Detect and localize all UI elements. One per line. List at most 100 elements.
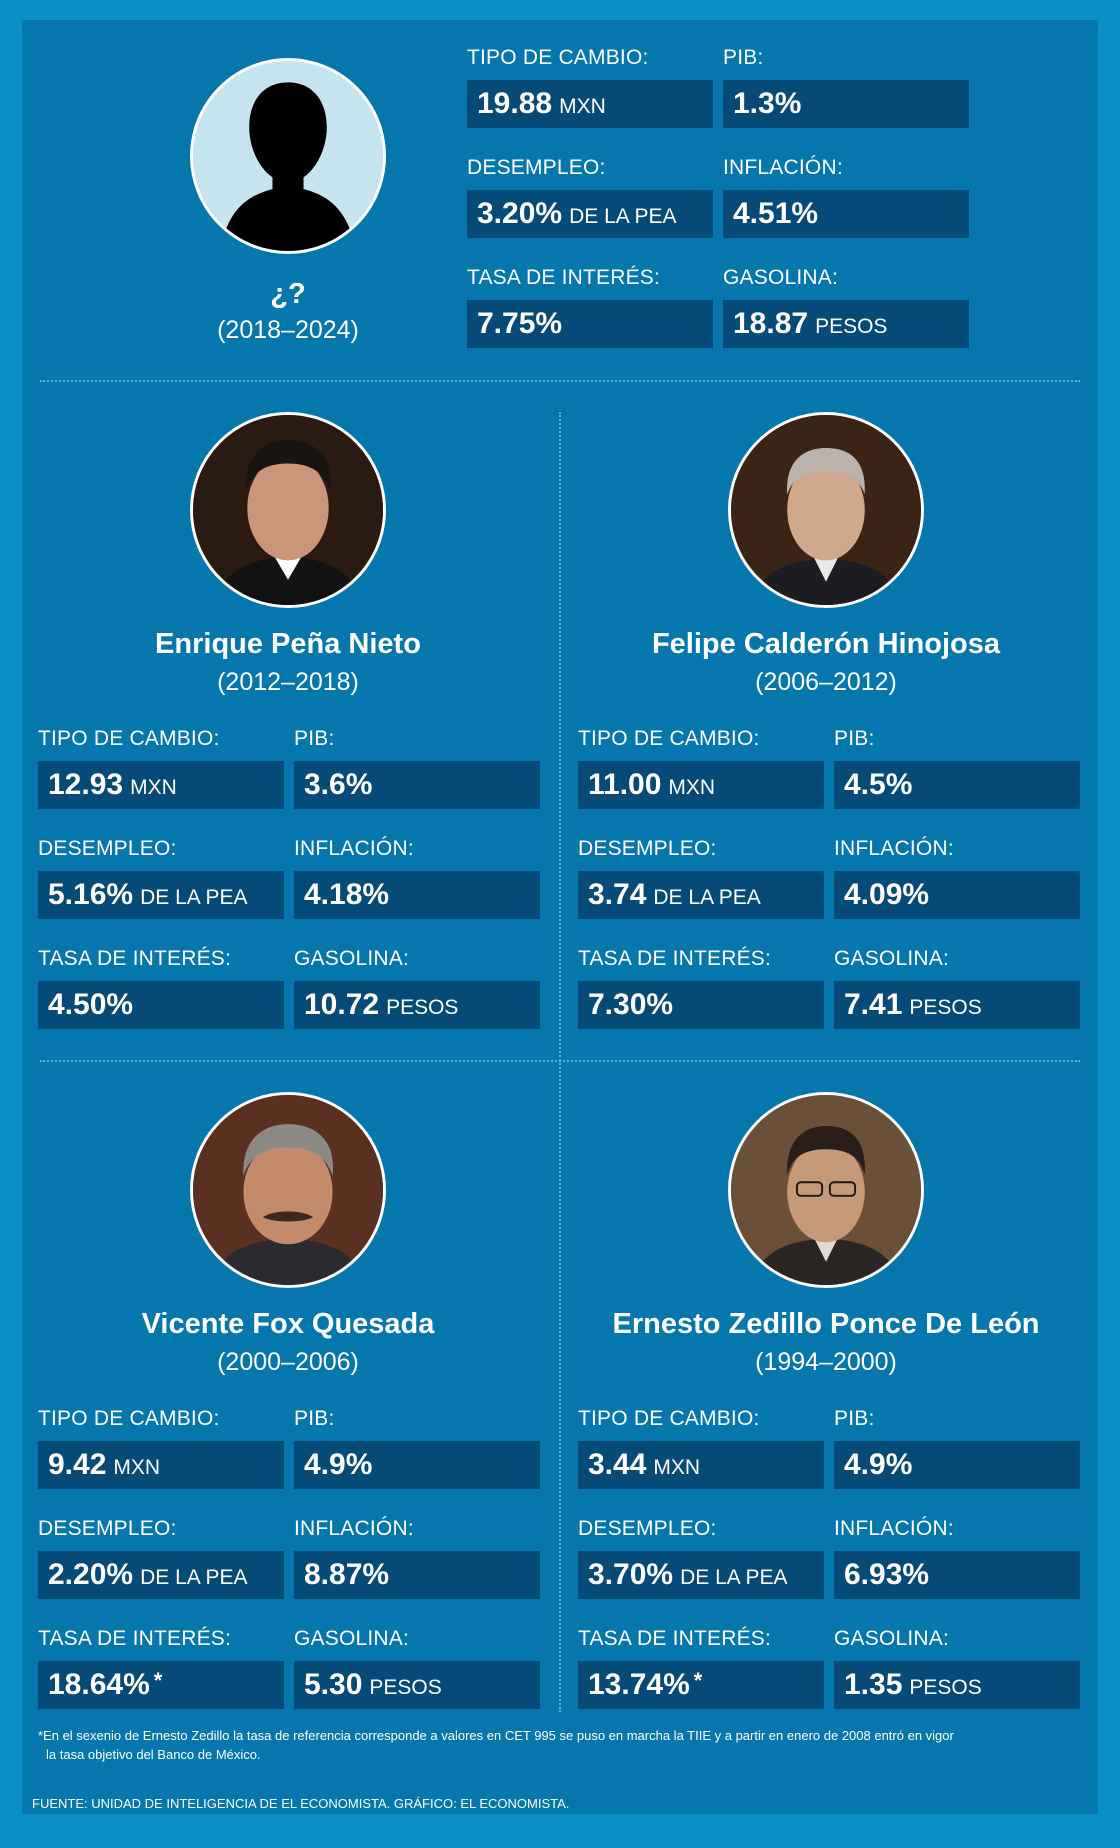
label-inflation: INFLACIÓN: — [834, 837, 954, 860]
value-inflation: 4.18% — [294, 871, 540, 919]
president-years-calderon: (2006–2012) — [755, 668, 897, 696]
label-inflation: INFLACIÓN: — [723, 156, 843, 179]
value-number: 18.87 — [733, 307, 809, 340]
label-inflation: INFLACIÓN: — [834, 1517, 954, 1540]
label-unemployment: DESEMPLEO: — [38, 1517, 177, 1540]
value-inflation: 6.93% — [834, 1551, 1080, 1599]
president-years-zedillo: (1994–2000) — [755, 1348, 897, 1376]
value-interest-rate: 7.75% — [467, 300, 713, 348]
value-inflation: 4.51% — [723, 190, 969, 238]
value-unit: PESOS — [369, 1676, 442, 1699]
value-unemployment: 3.74 DE LA PEA — [578, 871, 824, 919]
value-gasoline: 7.41 PESOS — [834, 981, 1080, 1029]
value-unit: MXN — [130, 776, 177, 799]
portrait-fox — [190, 1092, 386, 1288]
label-exchange-rate: TIPO DE CAMBIO: — [38, 727, 220, 750]
value-number: 4.09% — [844, 878, 930, 911]
value-unit: DE LA PEA — [653, 886, 761, 909]
silhouette-avatar — [190, 58, 386, 254]
value-unit: PESOS — [815, 315, 888, 338]
value-number: 3.20% — [477, 197, 563, 230]
footnote-mark: * — [693, 1668, 703, 1693]
label-gasoline: GASOLINA: — [834, 947, 950, 970]
value-gasoline: 18.87 PESOS — [723, 300, 969, 348]
label-gdp: PIB: — [294, 727, 335, 750]
value-exchange-rate: 9.42 MXN — [38, 1441, 284, 1489]
label-exchange-rate: TIPO DE CAMBIO: — [578, 727, 760, 750]
value-unit: PESOS — [909, 996, 982, 1019]
divider-horizontal-top — [40, 380, 1080, 382]
value-unit: MXN — [668, 776, 716, 799]
value-gdp: 1.3% — [723, 80, 969, 128]
value-number: 3.74 — [588, 878, 647, 911]
value-gdp: 4.9% — [834, 1441, 1080, 1489]
president-name-zedillo: Ernesto Zedillo Ponce De León — [612, 1308, 1040, 1340]
label-unemployment: DESEMPLEO: — [467, 156, 606, 179]
value-number: 12.93 — [48, 768, 124, 801]
value-number: 4.9% — [844, 1448, 913, 1481]
value-interest-rate: 4.50% — [38, 981, 284, 1029]
value-unemployment: 3.70% DE LA PEA — [578, 1551, 824, 1599]
label-gdp: PIB: — [834, 727, 875, 750]
value-unemployment: 3.20% DE LA PEA — [467, 190, 713, 238]
value-number: 1.35 — [844, 1668, 903, 1701]
value-number: 9.42 — [48, 1448, 107, 1481]
value-unit: MXN — [113, 1456, 161, 1479]
president-name-calderon: Felipe Calderón Hinojosa — [651, 628, 1001, 660]
label-exchange-rate: TIPO DE CAMBIO: — [38, 1407, 220, 1430]
label-exchange-rate: TIPO DE CAMBIO: — [578, 1407, 760, 1430]
value-unit: MXN — [653, 1456, 701, 1479]
value-unit: MXN — [559, 95, 606, 118]
value-number: 19.88 — [477, 87, 553, 120]
value-number: 13.74% — [588, 1668, 690, 1701]
value-exchange-rate: 12.93 MXN — [38, 761, 284, 809]
value-number: 3.44 — [588, 1448, 647, 1481]
source-credit: FUENTE: UNIDAD DE INTELIGENCIA DE EL ECO… — [22, 1794, 1098, 1814]
value-number: 5.30 — [304, 1668, 363, 1701]
value-exchange-rate: 11.00 MXN — [578, 761, 824, 809]
value-exchange-rate: 19.88 MXN — [467, 80, 713, 128]
value-number: 5.16% — [48, 878, 134, 911]
value-number: 6.93% — [844, 1558, 930, 1591]
label-gdp: PIB: — [294, 1407, 335, 1430]
president-years-pena-nieto: (2012–2018) — [217, 668, 359, 696]
label-gasoline: GASOLINA: — [723, 266, 839, 289]
portrait-pena-nieto — [190, 412, 386, 608]
portrait-calderon — [728, 412, 924, 608]
president-name-fox: Vicente Fox Quesada — [141, 1308, 435, 1340]
label-interest-rate: TASA DE INTERÉS: — [578, 1627, 772, 1650]
president-years-fox: (2000–2006) — [217, 1348, 359, 1376]
value-number: 18.64% — [48, 1668, 150, 1701]
value-unit: PESOS — [386, 996, 459, 1019]
value-gasoline: 10.72 PESOS — [294, 981, 540, 1029]
divider-vertical — [559, 412, 561, 1712]
label-unemployment: DESEMPLEO: — [578, 837, 717, 860]
value-unit: DE LA PEA — [140, 1566, 248, 1589]
label-gdp: PIB: — [723, 46, 764, 69]
value-unit: DE LA PEA — [569, 205, 677, 228]
footnote-mark: * — [153, 1668, 163, 1693]
value-number: 7.30% — [588, 988, 674, 1021]
value-number: 1.3% — [733, 87, 802, 120]
footnote-line-2: la tasa objetivo del Banco de México. — [46, 1747, 261, 1762]
value-number: 3.6% — [304, 768, 373, 801]
value-unemployment: 2.20% DE LA PEA — [38, 1551, 284, 1599]
president-name-unknown: ¿? — [270, 278, 306, 310]
label-interest-rate: TASA DE INTERÉS: — [38, 947, 232, 970]
label-interest-rate: TASA DE INTERÉS: — [467, 266, 661, 289]
value-gdp: 4.5% — [834, 761, 1080, 809]
value-number: 7.75% — [477, 307, 563, 340]
value-inflation: 8.87% — [294, 1551, 540, 1599]
value-number: 7.41 — [844, 988, 903, 1021]
president-name-pena-nieto: Enrique Peña Nieto — [155, 628, 421, 660]
value-gdp: 4.9% — [294, 1441, 540, 1489]
label-unemployment: DESEMPLEO: — [38, 837, 177, 860]
label-inflation: INFLACIÓN: — [294, 837, 414, 860]
value-number: 4.51% — [733, 197, 819, 230]
value-exchange-rate: 3.44 MXN — [578, 1441, 824, 1489]
value-unemployment: 5.16% DE LA PEA — [38, 871, 284, 919]
value-gdp: 3.6% — [294, 761, 540, 809]
portrait-zedillo — [728, 1092, 924, 1288]
value-unit: PESOS — [909, 1676, 982, 1699]
